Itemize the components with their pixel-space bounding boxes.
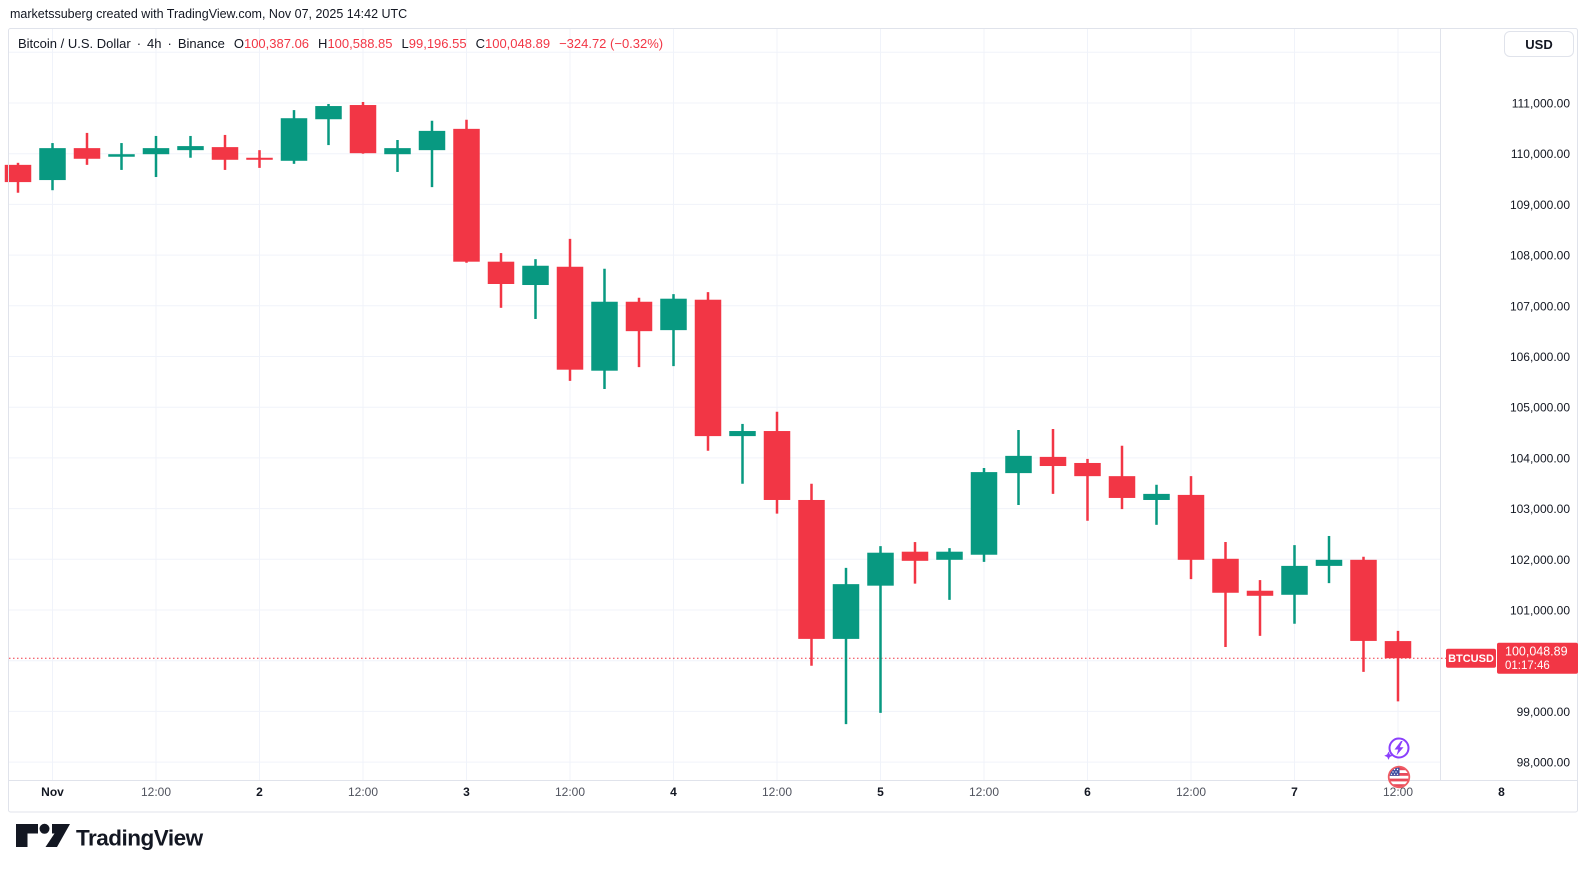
tradingview-logo-text: TradingView xyxy=(76,826,204,851)
price-axis-label: 99,000.00 xyxy=(1517,705,1571,719)
time-axis-label: 4 xyxy=(670,785,677,799)
exchange-label: Binance xyxy=(177,36,225,51)
candle-body-down xyxy=(211,147,239,160)
symbol-price-tag-text: BTCUSD xyxy=(1448,653,1494,665)
candle-body-up xyxy=(729,431,756,437)
time-axis-label: 7 xyxy=(1291,785,1298,799)
sparkle-glyph xyxy=(1384,751,1393,760)
last-price-value: 100,048.89 xyxy=(1505,644,1568,658)
tradingview-logo[interactable]: TradingView xyxy=(14,817,214,857)
candle-body-down xyxy=(1212,558,1239,593)
countdown-timer: 01:17:46 xyxy=(1505,660,1550,672)
candle-body-up xyxy=(1143,493,1170,500)
candle-body-down xyxy=(1177,494,1205,560)
symbol-price-tag xyxy=(1446,648,1496,668)
candle-body-up xyxy=(832,584,860,639)
price-axis-label: 101,000.00 xyxy=(1510,604,1570,618)
attribution-text: marketssuberg created with TradingView.c… xyxy=(10,7,408,21)
time-axis-label: 2 xyxy=(256,785,263,799)
candle-body-up xyxy=(280,118,308,161)
candle-body-up xyxy=(936,551,963,560)
time-axis-label: 8 xyxy=(1498,785,1505,799)
candle-body-up xyxy=(315,106,342,120)
candle-body-down xyxy=(1074,462,1101,477)
candle-body-down xyxy=(1108,476,1136,498)
candle-body-up xyxy=(1281,565,1308,595)
candle-body-up xyxy=(108,154,135,157)
time-axis-label: 12:00 xyxy=(1176,785,1206,799)
low-value: L99,196.55 xyxy=(401,36,467,51)
price-axis-label: 110,000.00 xyxy=(1511,147,1570,161)
tradingview-logo-glyph xyxy=(16,823,70,847)
candle-body-down xyxy=(487,261,515,284)
candle-body-down xyxy=(694,299,722,437)
candle-body-down xyxy=(901,551,929,561)
change-value: −324.72 (−0.32%) xyxy=(559,36,664,51)
price-axis-label: 108,000.00 xyxy=(1510,249,1570,263)
price-axis-label: 98,000.00 xyxy=(1517,756,1571,770)
price-axis-label: 106,000.00 xyxy=(1510,350,1570,364)
candle-body-down xyxy=(798,499,825,639)
candle-body-up xyxy=(39,148,66,181)
candle-body-down xyxy=(1350,559,1377,641)
time-axis-label: 12:00 xyxy=(1383,785,1413,799)
time-axis-label: 12:00 xyxy=(141,785,171,799)
price-axis-label: 109,000.00 xyxy=(1510,198,1570,212)
candle-body-up xyxy=(591,301,618,371)
candle-body-up xyxy=(418,130,446,151)
time-axis-label: Nov xyxy=(41,785,64,799)
lightning-bolt-glyph xyxy=(1394,741,1404,756)
price-axis-label: 107,000.00 xyxy=(1510,299,1570,313)
candle-body-down xyxy=(763,431,791,500)
time-axis-label: 3 xyxy=(463,785,470,799)
candle-body-up xyxy=(1315,559,1343,566)
us-flag-circle-icon[interactable] xyxy=(1384,762,1414,792)
candle-body-up xyxy=(970,472,998,555)
candle-body-down xyxy=(246,157,273,160)
price-axis-label: 102,000.00 xyxy=(1510,553,1570,567)
candle-body-down xyxy=(349,105,377,154)
legend-separator: · xyxy=(136,36,142,51)
time-axis-label: 12:00 xyxy=(555,785,585,799)
candle-body-down xyxy=(1246,590,1274,596)
close-value: C100,048.89 xyxy=(475,36,551,51)
lightning-circle-icon[interactable] xyxy=(1384,734,1414,764)
time-axis-label: 5 xyxy=(877,785,884,799)
candle-body-down xyxy=(625,301,653,332)
last-price-tag xyxy=(1497,642,1578,674)
candle-body-down xyxy=(556,266,584,370)
time-axis-label: 12:00 xyxy=(969,785,999,799)
open-value: O100,387.06 xyxy=(233,36,310,51)
candle-body-up xyxy=(177,146,204,151)
time-axis[interactable] xyxy=(9,781,1577,811)
price-axis-label: 103,000.00 xyxy=(1510,502,1570,516)
candle-body-down xyxy=(4,164,32,183)
price-axis-label: 111,000.00 xyxy=(1512,97,1571,111)
price-axis-label: 104,000.00 xyxy=(1510,451,1570,465)
candle-body-down xyxy=(453,128,480,262)
candle-body-up xyxy=(1005,455,1032,474)
time-axis-label: 12:00 xyxy=(762,785,792,799)
us-flag-stripes xyxy=(1389,767,1409,787)
time-axis-label: 12:00 xyxy=(348,785,378,799)
symbol-legend: Bitcoin / U.S. Dollar · 4h · Binance O10… xyxy=(18,36,663,51)
flag-icon-ring xyxy=(1387,765,1411,789)
symbol-title[interactable]: Bitcoin / U.S. Dollar xyxy=(18,36,131,51)
candle-body-down xyxy=(1384,641,1412,659)
legend-separator: · xyxy=(167,36,172,51)
time-axis-label: 6 xyxy=(1084,785,1091,799)
candle-body-up xyxy=(384,148,411,155)
candle-body-up xyxy=(867,552,894,586)
high-value: H100,588.85 xyxy=(318,36,393,51)
candle-body-up xyxy=(660,298,687,331)
price-axis-label: 105,000.00 xyxy=(1510,401,1570,415)
candle-body-down xyxy=(1039,456,1067,467)
interval-label[interactable]: 4h xyxy=(147,36,162,51)
candle-body-up xyxy=(522,265,549,286)
candle-body-up xyxy=(142,148,170,155)
chart-border xyxy=(8,28,1578,813)
candle-body-down xyxy=(73,148,101,159)
currency-usd-button[interactable]: USD xyxy=(1504,31,1574,57)
